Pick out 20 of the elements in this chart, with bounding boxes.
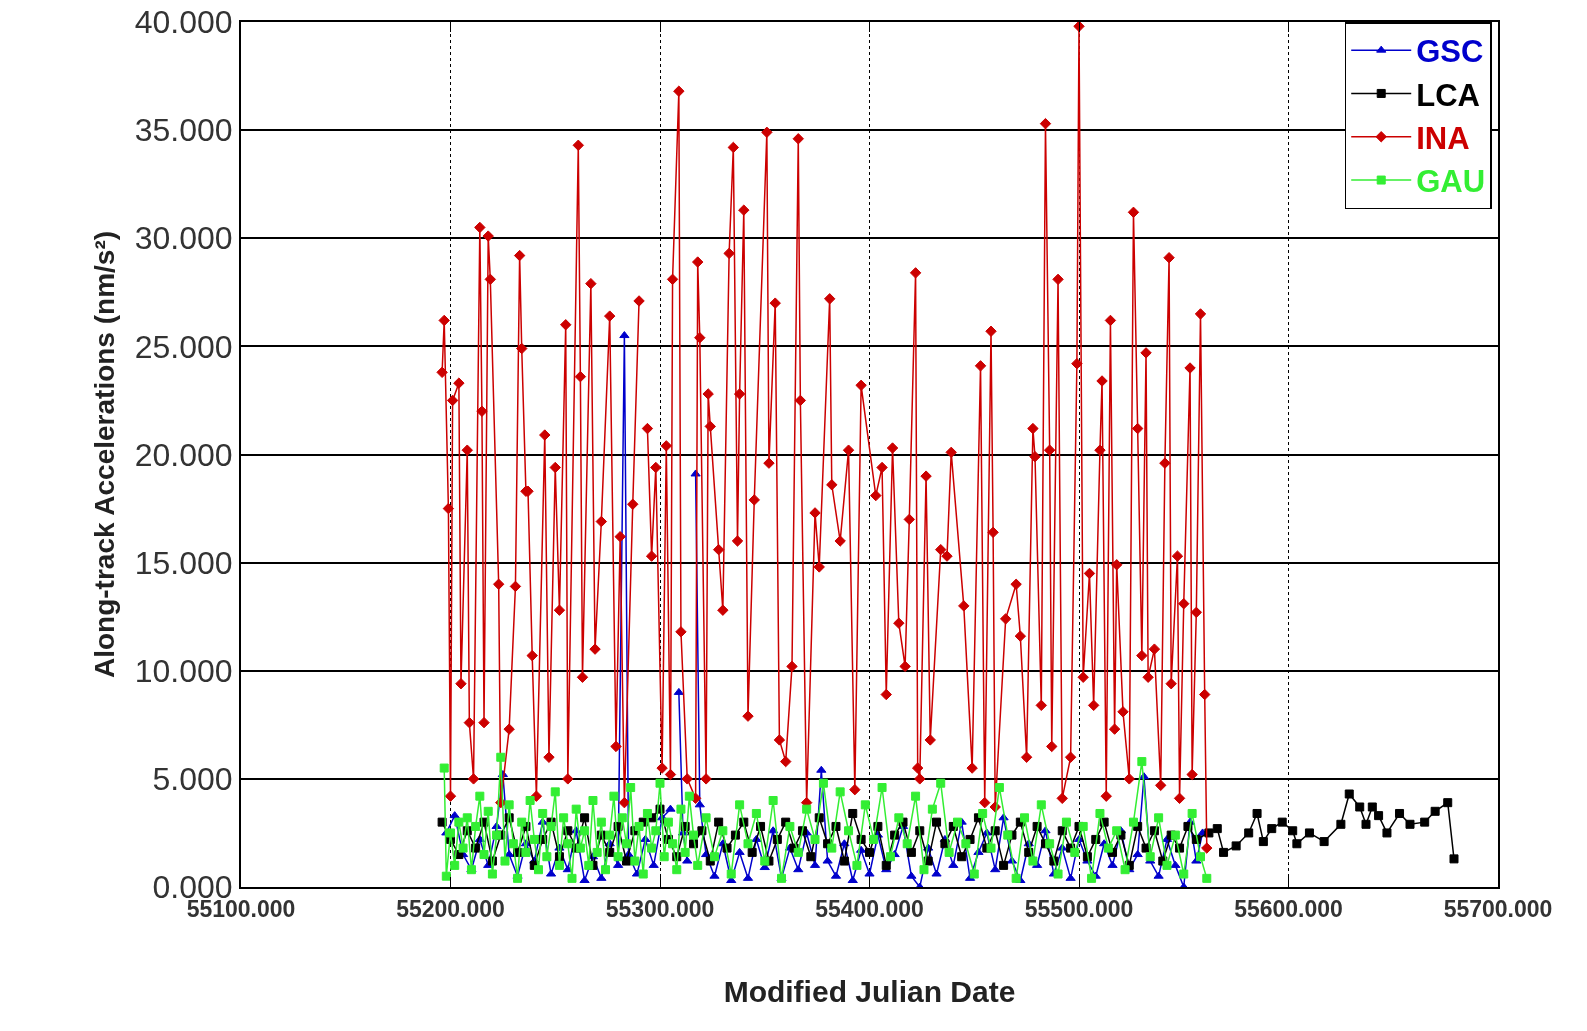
legend-label: GAU bbox=[1416, 164, 1486, 200]
y-tick-label: 30.000 bbox=[134, 220, 233, 257]
legend-label: LCA bbox=[1416, 77, 1480, 113]
y-tick-label: 25.000 bbox=[134, 328, 233, 365]
x-tick-label: 55300.000 bbox=[605, 895, 715, 922]
x-tick-label: 55500.000 bbox=[1024, 895, 1134, 922]
x-tick-label: 55400.000 bbox=[815, 895, 924, 922]
y-tick-label: 10.000 bbox=[134, 652, 233, 689]
y-axis-title: Along-track Accelerations (nm/s²) bbox=[88, 230, 120, 679]
x-tick-label: 55700.000 bbox=[1443, 895, 1553, 922]
y-tick-label: 20.000 bbox=[134, 436, 233, 473]
legend-label: INA bbox=[1416, 120, 1470, 156]
y-tick-label: 40.000 bbox=[134, 4, 233, 41]
x-tick-label: 55600.000 bbox=[1234, 895, 1343, 922]
y-tick-label: 35.000 bbox=[134, 112, 233, 149]
y-tick-label: 15.000 bbox=[134, 544, 233, 581]
x-tick-label: 55200.000 bbox=[396, 895, 505, 922]
legend-label: GSC bbox=[1416, 34, 1484, 70]
y-tick-label: 5.000 bbox=[152, 761, 233, 798]
x-axis-title: Modified Julian Date bbox=[723, 974, 1016, 1008]
